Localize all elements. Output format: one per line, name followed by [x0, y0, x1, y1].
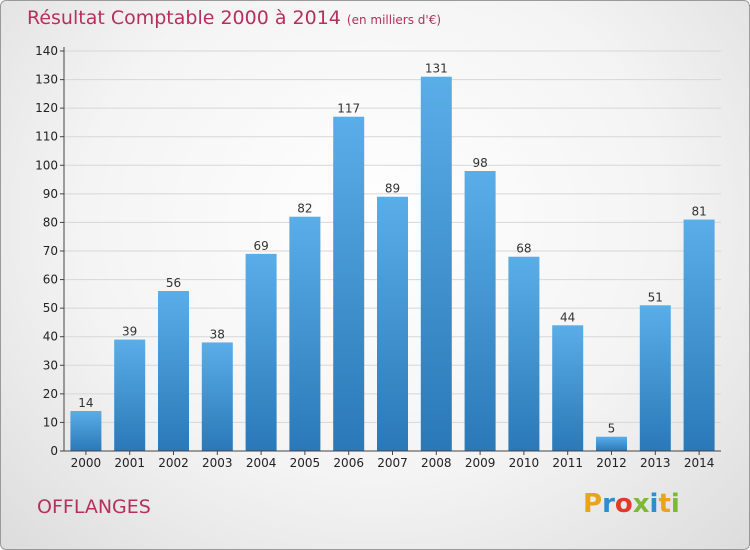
y-tick-label: 40: [43, 330, 58, 344]
x-tick-label: 2013: [640, 456, 671, 470]
data-label: 39: [122, 325, 137, 339]
chart-title-text: Résultat Comptable 2000 à 2014: [27, 7, 341, 29]
bar: [114, 339, 146, 451]
data-label: 38: [210, 327, 225, 341]
data-label: 51: [648, 290, 663, 304]
data-label: 5: [608, 422, 616, 436]
bar: [464, 171, 496, 451]
logo-letter: x: [632, 489, 650, 519]
bar: [596, 436, 627, 451]
bar: [420, 76, 452, 451]
data-label: 89: [385, 182, 400, 196]
bar: [158, 291, 189, 451]
y-tick-label: 140: [35, 44, 58, 58]
y-tick-label: 60: [43, 273, 58, 287]
x-tick-label: 2008: [421, 456, 452, 470]
bar: [639, 305, 671, 451]
data-label: 44: [560, 310, 575, 324]
bar: [683, 219, 715, 451]
bar: [552, 325, 584, 451]
unit-note: (en milliers d'€): [346, 13, 442, 27]
y-tick-label: 90: [43, 187, 58, 201]
x-tick-label: 2009: [465, 456, 496, 470]
y-tick-label: 30: [43, 358, 58, 372]
x-tick-label: 2012: [596, 456, 627, 470]
proxiti-logo: Proxiti: [583, 489, 680, 519]
bar: [289, 216, 321, 451]
bar: [201, 342, 233, 451]
data-label: 81: [691, 205, 706, 219]
logo-letter: t: [658, 489, 671, 519]
bar: [333, 116, 365, 451]
axes: 0 10 20 30 40 50 60 70 80 90 100 110 120 130 140 2000 20…: [35, 44, 721, 470]
logo-letter: i: [649, 489, 659, 519]
x-tick-label: 2014: [684, 456, 715, 470]
x-tick-label: 2004: [246, 456, 277, 470]
logo-letter: P: [583, 489, 603, 519]
logo-letter: i: [670, 489, 680, 519]
commune-name: OFFLANGES: [37, 496, 151, 518]
x-tick-label: 2006: [333, 456, 364, 470]
y-tick-label: 80: [43, 215, 58, 229]
y-tick-label: 50: [43, 301, 58, 315]
bar: [508, 256, 540, 451]
data-label: 131: [425, 62, 448, 76]
y-tick-label: 70: [43, 244, 58, 258]
grid-lines: [64, 50, 721, 452]
y-tick-label: 100: [35, 158, 58, 172]
bars: 14 39 56 38 69 82 117 89 131 98 68 44 5 51 81: [70, 62, 715, 451]
y-tick-label: 110: [35, 130, 58, 144]
data-label: 98: [472, 156, 487, 170]
chart-title: Résultat Comptable 2000 à 2014 (en millie…: [27, 7, 441, 29]
data-label: 68: [516, 242, 531, 256]
x-tick-label: 2010: [509, 456, 540, 470]
x-tick-label: 2003: [202, 456, 233, 470]
data-label: 56: [166, 276, 181, 290]
logo-letter: r: [602, 489, 615, 519]
x-tick-label: 2000: [71, 456, 102, 470]
y-tick-label: 10: [43, 415, 58, 429]
bar: [245, 253, 277, 451]
y-tick-label: 20: [43, 387, 58, 401]
data-label: 117: [337, 102, 360, 116]
x-tick-label: 2011: [552, 456, 583, 470]
data-label: 82: [297, 202, 312, 216]
data-label: 69: [253, 239, 268, 253]
y-tick-label: 130: [35, 73, 58, 87]
x-tick-label: 2001: [114, 456, 145, 470]
bar: [70, 411, 102, 451]
logo-letter: o: [614, 489, 633, 519]
data-label: 14: [78, 396, 93, 410]
bar: [377, 196, 408, 451]
x-tick-label: 2005: [290, 456, 321, 470]
x-tick-label: 2007: [377, 456, 408, 470]
y-tick-label: 120: [35, 101, 58, 115]
y-tick-label: 0: [50, 444, 58, 458]
x-tick-label: 2002: [158, 456, 189, 470]
